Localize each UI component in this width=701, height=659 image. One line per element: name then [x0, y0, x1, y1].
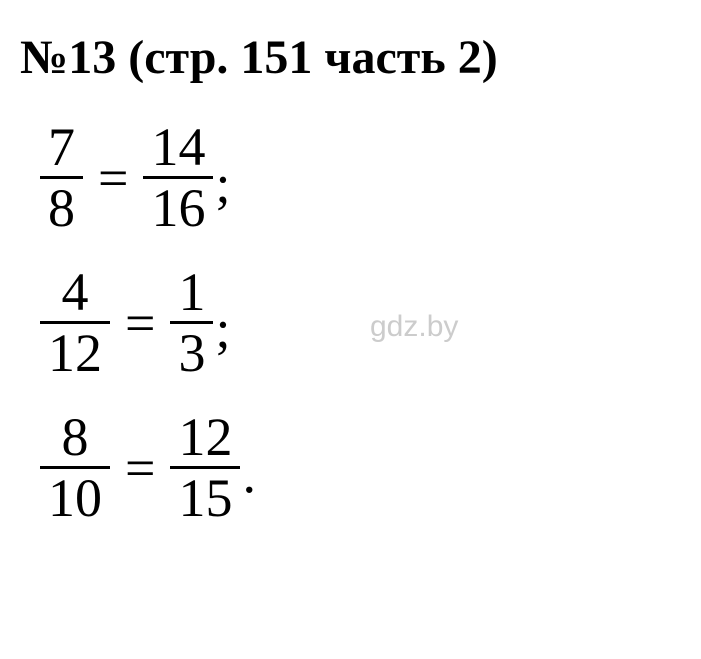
denominator: 10 — [40, 466, 110, 525]
equals-sign: = — [125, 437, 155, 499]
page-title: №13 (стр. 151 часть 2) — [20, 30, 681, 85]
fraction-right-3: 12 15 — [170, 410, 240, 525]
equation-3: 8 10 = 12 15 . — [40, 410, 681, 525]
fraction-left-2: 4 12 — [40, 265, 110, 380]
equation-1: 7 8 = 14 16 ; — [40, 120, 681, 235]
terminator: ; — [215, 153, 230, 215]
fraction-left-1: 7 8 — [40, 120, 83, 235]
fraction-left-3: 8 10 — [40, 410, 110, 525]
terminator: ; — [215, 298, 230, 360]
watermark: gdz.by — [370, 310, 458, 344]
denominator: 15 — [170, 466, 240, 525]
denominator: 3 — [170, 321, 213, 380]
equation-2: 4 12 = 1 3 ; — [40, 265, 681, 380]
numerator: 4 — [54, 265, 97, 321]
denominator: 8 — [40, 176, 83, 235]
terminator: . — [242, 443, 256, 505]
numerator: 7 — [40, 120, 83, 176]
numerator: 12 — [170, 410, 240, 466]
numerator: 1 — [170, 265, 213, 321]
denominator: 16 — [143, 176, 213, 235]
numerator: 14 — [143, 120, 213, 176]
equals-sign: = — [98, 147, 128, 209]
fraction-right-2: 1 3 — [170, 265, 213, 380]
numerator: 8 — [54, 410, 97, 466]
fraction-right-1: 14 16 — [143, 120, 213, 235]
denominator: 12 — [40, 321, 110, 380]
equals-sign: = — [125, 292, 155, 354]
